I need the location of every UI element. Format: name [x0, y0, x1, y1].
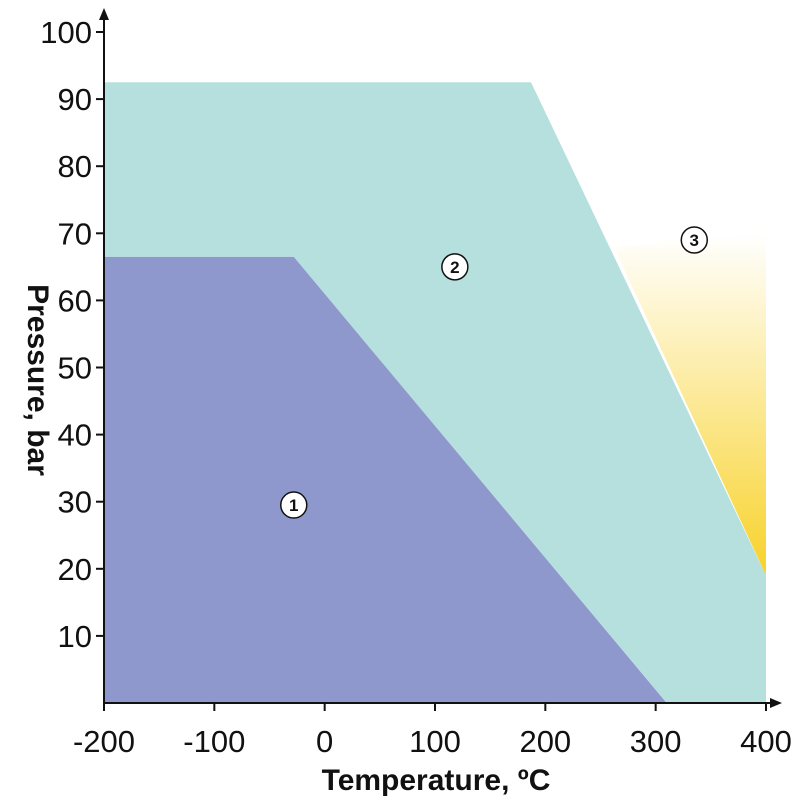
y-tick-label: 10: [58, 619, 92, 654]
x-tick-label: -200: [73, 724, 135, 759]
y-tick-label: 20: [58, 552, 92, 587]
y-ticks: 10 20 30 40 50 60 70 80 90 100: [40, 15, 104, 654]
y-axis-title: Pressure, bar: [21, 284, 54, 476]
y-tick-label: 100: [40, 15, 92, 50]
region-1: [104, 256, 667, 703]
x-axis-title: Temperature, ºC: [322, 764, 551, 797]
region-3: [613, 233, 766, 576]
y-tick-label: 30: [58, 485, 92, 520]
y-tick-label: 80: [58, 149, 92, 184]
x-tick-label: 200: [519, 724, 571, 759]
axes: [99, 8, 782, 708]
region-2-label: 2: [450, 258, 459, 277]
region-1-label-circle: [280, 491, 308, 519]
x-tick-label: 400: [740, 724, 792, 759]
x-tick-label: -100: [183, 724, 245, 759]
x-axis-arrow-icon: [770, 698, 782, 708]
region-2-label-circle: [441, 253, 469, 281]
region-3-label-circle: [680, 226, 709, 254]
y-tick-label: 70: [58, 216, 92, 251]
y-tick-label: 50: [58, 351, 92, 386]
y-axis-arrow-icon: [99, 8, 109, 20]
y-tick-label: 60: [58, 283, 92, 318]
x-ticks: -200 -100 0 100 200 300 400: [73, 703, 792, 759]
region-2: [104, 82, 766, 704]
x-tick-label: 100: [409, 724, 461, 759]
region-3-label: 3: [690, 231, 699, 250]
region-labels: 1 2 3: [280, 226, 709, 519]
y-tick-label: 40: [58, 418, 92, 453]
x-tick-label: 0: [316, 724, 333, 759]
x-tick-label: 300: [630, 724, 682, 759]
regions: [104, 82, 766, 704]
region-1-label: 1: [289, 496, 298, 515]
y-tick-label: 90: [58, 82, 92, 117]
